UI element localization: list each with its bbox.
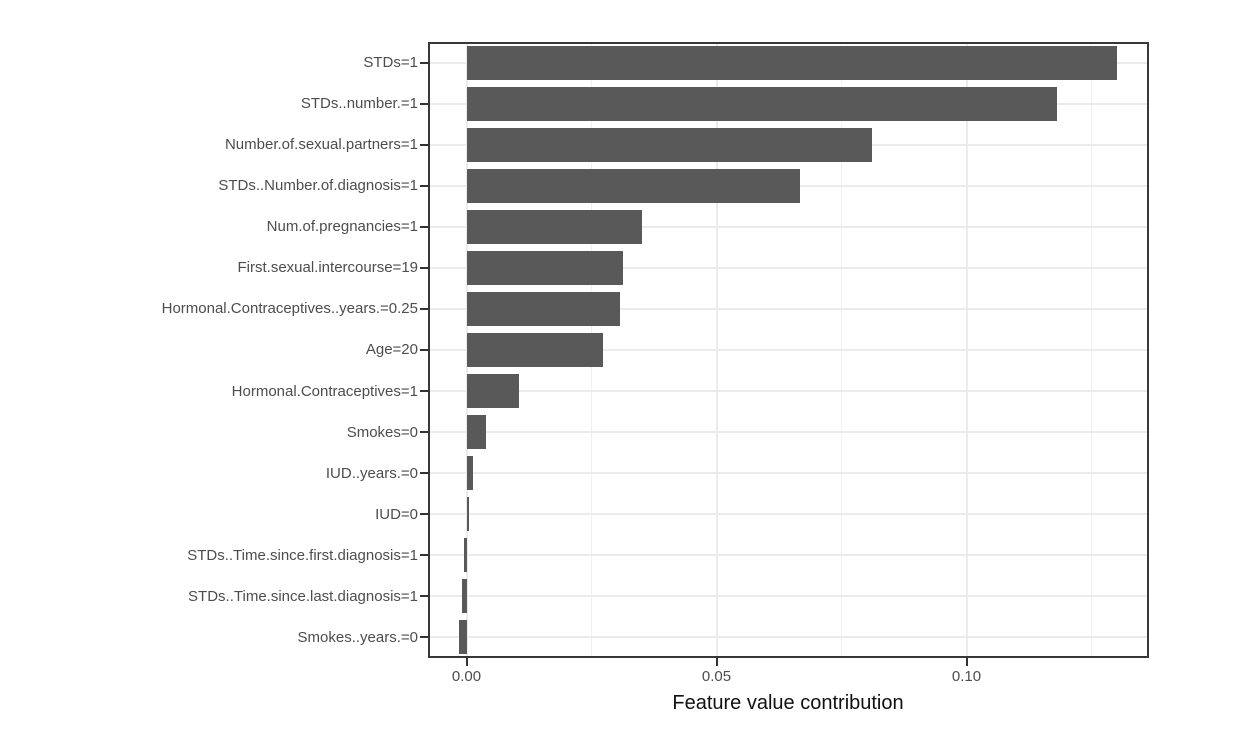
bar (466, 250, 623, 285)
gridline-major-horizontal (428, 390, 1149, 393)
y-tick-label: IUD..years.=0 (325, 464, 418, 482)
y-tick-label: Smokes..years.=0 (297, 628, 418, 646)
y-tick-label: STDs..number.=1 (300, 95, 418, 113)
y-tick-label: Hormonal.Contraceptives=1 (231, 382, 418, 400)
bar (466, 168, 800, 203)
y-tick-mark (420, 143, 428, 146)
x-tick-label: 0.10 (951, 668, 982, 685)
bar (463, 538, 467, 573)
gridline-major-horizontal (428, 513, 1149, 516)
y-tick-mark (420, 102, 428, 105)
bar (462, 579, 467, 614)
y-tick-label: STDs..Time.since.first.diagnosis=1 (187, 546, 418, 564)
bar (466, 86, 1057, 121)
gridline-major-horizontal (428, 349, 1149, 351)
y-tick-mark (420, 554, 428, 557)
y-tick-label: STDs..Number.of.diagnosis=1 (218, 177, 418, 195)
gridline-major-horizontal (428, 472, 1149, 475)
y-tick-mark (420, 595, 428, 598)
y-tick-label: First.sexual.intercourse=19 (237, 259, 419, 277)
y-tick-mark (420, 307, 428, 310)
y-tick-mark (420, 472, 428, 475)
y-tick-mark (420, 390, 428, 393)
y-tick-label: STDs..Time.since.last.diagnosis=1 (188, 587, 418, 605)
bar (466, 127, 872, 162)
bar (466, 497, 469, 532)
gridline-major-horizontal (428, 225, 1149, 228)
x-tick-label: 0.05 (701, 668, 732, 685)
y-tick-label: IUD=0 (375, 505, 418, 523)
x-tick-label: 0.00 (451, 668, 482, 685)
y-tick-mark (420, 266, 428, 269)
x-tick-mark (965, 658, 968, 666)
y-tick-label: Smokes=0 (346, 423, 418, 441)
bar (466, 209, 642, 244)
y-tick-mark (420, 349, 428, 351)
x-axis-title: Feature value contribution (672, 692, 904, 714)
bar (466, 415, 486, 450)
gridline-major-horizontal (428, 266, 1149, 269)
y-tick-label: Age=20 (365, 341, 418, 359)
y-tick-mark (420, 513, 428, 516)
gridline-major-horizontal (428, 554, 1149, 557)
y-tick-label: Number.of.sexual.partners=1 (224, 136, 418, 154)
bar (466, 456, 473, 491)
gridline-major-horizontal (428, 431, 1149, 434)
bar (466, 45, 1117, 80)
y-tick-label: Num.of.pregnancies=1 (266, 218, 418, 236)
gridline-major-horizontal (428, 595, 1149, 598)
y-tick-mark (420, 225, 428, 228)
y-tick-mark (420, 61, 428, 64)
plot-panel (428, 42, 1149, 658)
y-tick-mark (420, 431, 428, 434)
x-tick-mark (465, 658, 468, 666)
bar (466, 374, 519, 409)
gridline-major-horizontal (428, 636, 1149, 639)
gridline-major-horizontal (428, 307, 1149, 310)
x-tick-mark (715, 658, 718, 666)
y-tick-mark (420, 184, 428, 187)
y-tick-label: Hormonal.Contraceptives..years.=0.25 (161, 300, 418, 318)
bar (458, 620, 467, 655)
y-tick-mark (420, 636, 428, 639)
y-tick-label: STDs=1 (363, 54, 418, 71)
bar (466, 291, 620, 326)
bar (466, 333, 603, 367)
